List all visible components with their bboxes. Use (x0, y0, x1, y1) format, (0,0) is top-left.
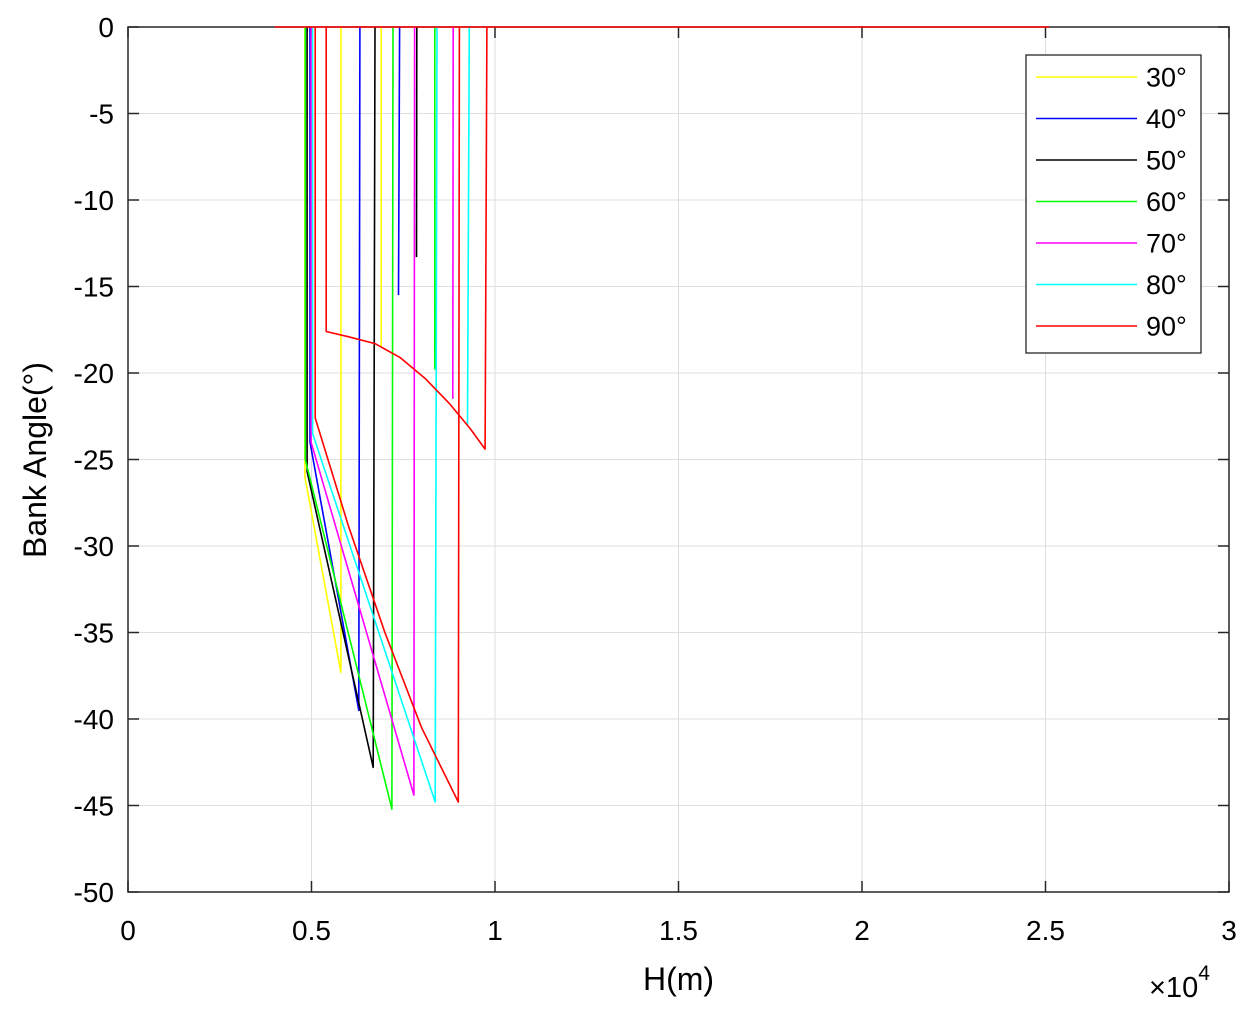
series-50 (306, 26, 418, 769)
y-tick-label: -15 (74, 272, 114, 303)
series-70 (310, 26, 455, 796)
y-tick-label: -50 (74, 877, 114, 908)
legend-entry: 80° (1036, 270, 1187, 300)
legend-box (1025, 54, 1202, 354)
series-30 (304, 27, 383, 674)
legend-label: 40° (1146, 104, 1187, 134)
legend-label: 90° (1146, 312, 1187, 342)
x-tick-label: 1 (487, 915, 503, 946)
y-tick-label: -25 (74, 445, 114, 476)
x-tick-label: 0.5 (292, 915, 331, 946)
legend-label: 50° (1146, 146, 1187, 176)
legend-label: 60° (1146, 187, 1187, 217)
series-line-segment (310, 26, 416, 796)
x-tick-label: 0 (120, 915, 136, 946)
x-axis-label: H(m) (643, 961, 714, 997)
x-tick-label: 3 (1221, 915, 1237, 946)
y-tick-label: -5 (89, 99, 114, 130)
series-40 (309, 26, 401, 712)
series-line-segment (309, 26, 361, 712)
legend-entry: 40° (1036, 104, 1187, 134)
x-axis-multiplier-base: ×10 (1149, 972, 1198, 1004)
tick-labels: 0 0.5 1 1.5 2 2.5 3 0 -5 -10 -15 -20 -25 -30 -35 -40 -45… (74, 12, 1237, 946)
y-tick-label: -45 (74, 791, 114, 822)
legend-entry: 90° (1036, 312, 1187, 342)
legend-label: 30° (1146, 63, 1187, 93)
series-line-segment (325, 26, 488, 450)
y-axis-label: Bank Angle(°) (17, 362, 53, 558)
series-line-segment (311, 26, 438, 803)
series-90 (274, 26, 1050, 803)
legend-entry: 60° (1036, 187, 1187, 217)
x-tick-label: 1.5 (659, 915, 698, 946)
y-tick-label: -40 (74, 704, 114, 735)
legend-entry: 30° (1036, 63, 1187, 93)
series-line-segment (304, 26, 394, 810)
legend-entry: 50° (1036, 146, 1187, 176)
x-axis-multiplier: ×104 (1149, 962, 1210, 1004)
legend-label: 70° (1146, 229, 1187, 259)
legend-entry: 70° (1036, 229, 1187, 259)
x-tick-label: 2 (854, 915, 870, 946)
plot-series (274, 26, 1050, 810)
y-tick-label: -20 (74, 358, 114, 389)
series-line-segment (397, 26, 401, 296)
x-axis-multiplier-exponent: 4 (1198, 962, 1210, 985)
y-tick-label: -30 (74, 531, 114, 562)
legend-label: 80° (1146, 270, 1187, 300)
x-tick-label: 2.5 (1026, 915, 1065, 946)
series-60 (304, 26, 436, 810)
series-80 (311, 26, 471, 803)
legend: 30° 40° 50° 60° 70° 80° 90° (1025, 54, 1202, 354)
series-line-segment (466, 26, 471, 425)
series-line-segment (314, 26, 461, 803)
y-tick-label: 0 (98, 12, 114, 43)
series-line-segment (306, 26, 376, 769)
y-tick-label: -10 (74, 185, 114, 216)
y-tick-label: -35 (74, 618, 114, 649)
